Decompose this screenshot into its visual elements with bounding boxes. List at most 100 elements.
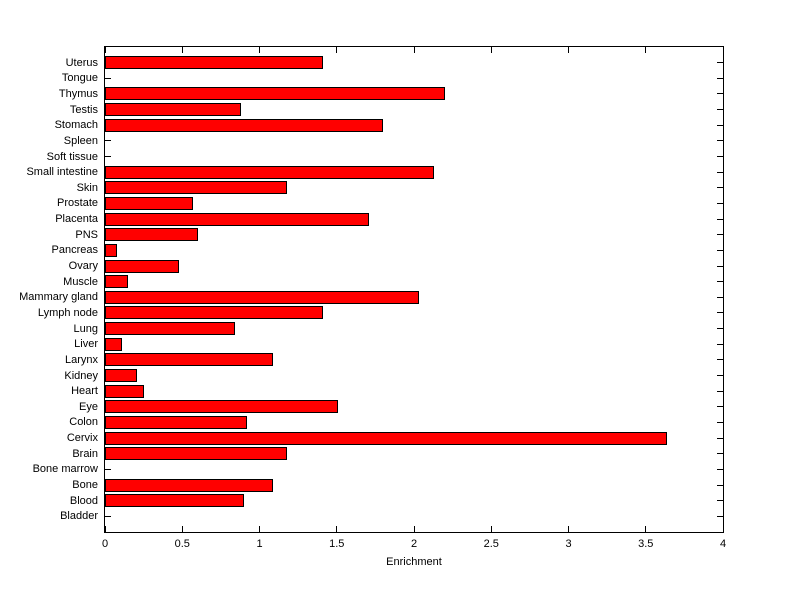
y-tick-left [105,77,111,79]
x-tick-label: 3 [565,538,572,550]
y-tick-right [717,406,723,408]
category-label: Colon [69,416,98,429]
bar [105,431,668,445]
bar [105,322,235,336]
bar [105,415,248,429]
category-label: Ovary [68,260,98,273]
bar [105,56,323,70]
category-label: Bladder [60,510,98,523]
bar [105,400,339,414]
x-tick-bottom [568,526,569,532]
y-tick-right [717,202,723,204]
y-tick-right [717,453,723,455]
bar [105,103,241,117]
y-tick-right [717,93,723,95]
bar [105,290,419,304]
y-tick-right [717,171,723,173]
y-tick-right [717,421,723,423]
y-tick-left [105,140,111,142]
y-tick-left [105,468,111,470]
category-label: Pancreas [51,244,98,257]
bar [105,87,445,101]
y-tick-right [717,109,723,111]
bar [105,337,122,351]
y-tick-right [717,515,723,517]
x-tick-top [645,47,647,53]
x-tick-label: 1.5 [329,538,345,550]
bar [105,165,435,179]
y-tick-right [717,328,723,330]
category-label: Larynx [64,353,98,366]
bar [105,118,384,132]
bar [105,384,144,398]
bar [105,275,129,289]
y-tick-right [717,249,723,251]
category-label: Mammary gland [19,291,98,304]
category-label: Brain [72,447,98,460]
x-tick-label: 0.5 [174,538,190,550]
x-tick-bottom [490,526,492,532]
bar [105,196,194,210]
bar [105,243,118,257]
category-label: Soft tissue [46,150,98,163]
x-tick-bottom [104,526,106,532]
plot-area [104,46,724,533]
y-tick-right [717,437,723,439]
x-tick-top [568,47,569,53]
y-tick-left [105,156,111,158]
bar [105,212,370,226]
category-label: Blood [69,494,98,507]
y-tick-right [717,234,723,236]
x-tick-bottom [181,526,183,532]
y-tick-right [717,359,723,361]
x-tick-bottom [259,526,260,532]
bar [105,369,138,383]
x-tick-label: 2.5 [483,538,499,550]
x-tick-bottom [413,526,415,532]
x-tick-label: 2 [410,538,418,550]
x-tick-label: 4 [719,538,727,550]
x-tick-label: 1 [256,538,263,550]
category-label: Skin [76,181,98,194]
category-label: Testis [69,103,98,116]
y-tick-right [717,124,723,126]
y-tick-right [717,484,723,486]
x-tick-top [722,47,724,53]
bar [105,181,288,195]
y-tick-right [717,390,723,392]
bar [105,494,245,508]
bar [105,306,323,320]
bar [105,228,198,242]
y-tick-right [717,296,723,298]
x-tick-top [259,47,260,53]
bar [105,259,180,273]
y-tick-right [717,468,723,470]
y-tick-right [717,77,723,79]
category-label: Tongue [61,72,98,85]
bar [105,447,288,461]
x-tick-top [104,47,106,53]
category-label: Muscle [63,275,98,288]
category-label: Thymus [58,87,98,100]
y-tick-right [717,312,723,314]
y-tick-right [717,500,723,502]
y-tick-right [717,281,723,283]
y-tick-right [717,218,723,220]
category-label: Placenta [55,213,98,226]
x-tick-top [490,47,492,53]
x-tick-top [181,47,183,53]
x-axis-label: Enrichment [386,556,442,568]
y-tick-right [717,140,723,142]
x-tick-label: 3.5 [638,538,654,550]
category-label: Prostate [57,197,98,210]
category-label: Uterus [65,56,98,69]
y-tick-right [717,156,723,158]
category-label: Bone [72,479,98,492]
category-label: PNS [75,228,98,241]
y-tick-right [717,375,723,377]
y-tick-right [717,343,723,345]
x-tick-label: 0 [101,538,109,550]
category-label: Liver [74,338,98,351]
y-tick-left [105,515,111,517]
